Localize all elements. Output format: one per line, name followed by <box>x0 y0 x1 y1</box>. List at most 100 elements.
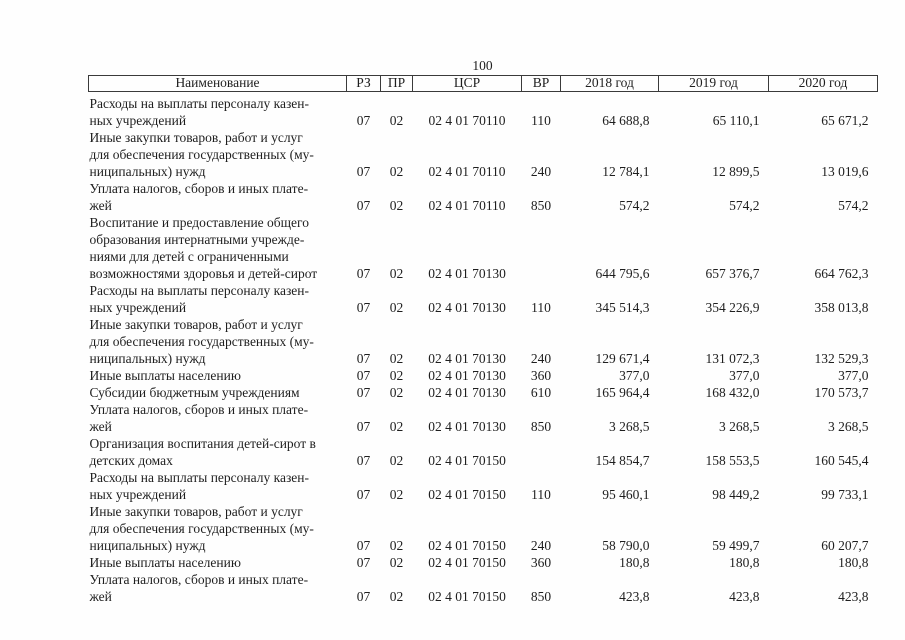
csr-cell: 02 4 01 70130 <box>428 300 506 315</box>
name-cell: Иные выплаты населению <box>89 368 241 383</box>
amount-2020-cell: 13 019,6 <box>821 164 869 179</box>
name-cell: Расходы на выплаты персоналу казен- ных … <box>89 470 310 502</box>
amount-2019-cell: 657 376,7 <box>705 266 760 281</box>
table-row: Иные выплаты населению 07 02 02 4 01 701… <box>89 554 878 571</box>
amount-2018-cell: 129 671,4 <box>595 351 650 366</box>
amount-2019-cell: 158 553,5 <box>705 453 760 468</box>
name-cell: Организация воспитания детей-сирот в дет… <box>89 436 316 468</box>
table-row: Иные выплаты населению 07 02 02 4 01 701… <box>89 367 878 384</box>
csr-cell: 02 4 01 70150 <box>428 487 506 502</box>
csr-cell: 02 4 01 70150 <box>428 555 506 570</box>
name-cell: Иные закупки товаров, работ и услуг для … <box>89 317 314 366</box>
pr-cell: 02 <box>389 589 404 604</box>
rz-cell: 07 <box>356 419 371 434</box>
rz-cell: 07 <box>356 300 371 315</box>
rz-cell: 07 <box>356 113 371 128</box>
amount-2019-cell: 574,2 <box>729 198 760 213</box>
amount-2020-cell: 160 545,4 <box>814 453 869 468</box>
amount-2019-cell: 59 499,7 <box>712 538 760 553</box>
amount-2019-cell: 98 449,2 <box>712 487 760 502</box>
amount-2019-cell: 131 072,3 <box>705 351 760 366</box>
rz-cell: 07 <box>356 555 371 570</box>
table-row: Иные закупки товаров, работ и услуг для … <box>89 503 878 554</box>
amount-2018-cell: 95 460,1 <box>602 487 650 502</box>
table-header-row: Наименование РЗ ПР ЦСР ВР 2018 год 2019 … <box>88 75 878 92</box>
col-header-2020: 2020 год <box>768 75 878 92</box>
amount-2019-cell: 423,8 <box>729 589 760 604</box>
amount-2020-cell: 358 013,8 <box>814 300 869 315</box>
vr-cell: 850 <box>530 589 552 604</box>
name-cell: Субсидии бюджетным учреждениям <box>89 385 300 400</box>
vr-cell: 360 <box>530 555 552 570</box>
csr-cell: 02 4 01 70150 <box>428 453 506 468</box>
name-cell: Уплата налогов, сборов и иных плате- жей <box>89 572 309 604</box>
amount-2018-cell: 3 268,5 <box>609 419 650 434</box>
pr-cell: 02 <box>389 368 404 383</box>
amount-2020-cell: 65 671,2 <box>821 113 869 128</box>
amount-2019-cell: 65 110,1 <box>712 113 760 128</box>
amount-2020-cell: 180,8 <box>838 555 869 570</box>
csr-cell: 02 4 01 70150 <box>428 538 506 553</box>
csr-cell: 02 4 01 70130 <box>428 419 506 434</box>
amount-2020-cell: 574,2 <box>838 198 869 213</box>
rz-cell: 07 <box>356 368 371 383</box>
name-cell: Воспитание и предоставление общего образ… <box>89 215 318 281</box>
vr-cell: 850 <box>530 198 552 213</box>
pr-cell: 02 <box>389 164 404 179</box>
amount-2018-cell: 574,2 <box>619 198 650 213</box>
amount-2019-cell: 3 268,5 <box>719 419 760 434</box>
vr-cell <box>522 435 561 469</box>
csr-cell: 02 4 01 70110 <box>428 164 506 179</box>
col-header-pr: ПР <box>380 75 413 92</box>
pr-cell: 02 <box>389 419 404 434</box>
table-row: Иные закупки товаров, работ и услуг для … <box>89 316 878 367</box>
col-header-vr: ВР <box>521 75 561 92</box>
amount-2019-cell: 377,0 <box>729 368 760 383</box>
amount-2018-cell: 345 514,3 <box>595 300 650 315</box>
amount-2020-cell: 99 733,1 <box>821 487 869 502</box>
name-cell: Уплата налогов, сборов и иных плате- жей <box>89 181 309 213</box>
csr-cell: 02 4 01 70130 <box>428 266 506 281</box>
pr-cell: 02 <box>389 351 404 366</box>
pr-cell: 02 <box>389 453 404 468</box>
amount-2018-cell: 64 688,8 <box>602 113 650 128</box>
amount-2020-cell: 377,0 <box>838 368 869 383</box>
name-cell: Иные закупки товаров, работ и услуг для … <box>89 130 314 179</box>
pr-cell: 02 <box>389 113 404 128</box>
budget-table: Наименование РЗ ПР ЦСР ВР 2018 год 2019 … <box>88 75 878 605</box>
name-cell: Иные закупки товаров, работ и услуг для … <box>89 504 314 553</box>
table-row: Иные закупки товаров, работ и услуг для … <box>89 129 878 180</box>
col-header-csr: ЦСР <box>412 75 522 92</box>
vr-cell: 610 <box>530 385 552 400</box>
table-row: Субсидии бюджетным учреждениям 07 02 02 … <box>89 384 878 401</box>
vr-cell: 240 <box>530 164 552 179</box>
pr-cell: 02 <box>389 266 404 281</box>
vr-cell: 360 <box>530 368 552 383</box>
rz-cell: 07 <box>356 385 371 400</box>
rz-cell: 07 <box>356 453 371 468</box>
pr-cell: 02 <box>389 300 404 315</box>
amount-2018-cell: 154 854,7 <box>595 453 650 468</box>
amount-2019-cell: 180,8 <box>729 555 760 570</box>
vr-cell: 110 <box>531 300 551 315</box>
amount-2020-cell: 664 762,3 <box>814 266 869 281</box>
name-cell: Расходы на выплаты персоналу казен- ных … <box>89 283 310 315</box>
col-header-rz: РЗ <box>346 75 381 92</box>
table-row: Уплата налогов, сборов и иных плате- жей… <box>89 571 878 605</box>
pr-cell: 02 <box>389 538 404 553</box>
amount-2018-cell: 165 964,4 <box>595 385 650 400</box>
table-row: Уплата налогов, сборов и иных плате- жей… <box>89 180 878 214</box>
rz-cell: 07 <box>356 538 371 553</box>
rz-cell: 07 <box>356 589 371 604</box>
amount-2019-cell: 168 432,0 <box>705 385 760 400</box>
csr-cell: 02 4 01 70150 <box>428 589 506 604</box>
table-row: Расходы на выплаты персоналу казен- ных … <box>89 282 878 316</box>
csr-cell: 02 4 01 70130 <box>428 368 506 383</box>
pr-cell: 02 <box>389 487 404 502</box>
rz-cell: 07 <box>356 164 371 179</box>
name-cell: Расходы на выплаты персоналу казен- ных … <box>89 96 310 128</box>
name-cell: Уплата налогов, сборов и иных плате- жей <box>89 402 309 434</box>
amount-2020-cell: 423,8 <box>838 589 869 604</box>
amount-2018-cell: 377,0 <box>619 368 650 383</box>
